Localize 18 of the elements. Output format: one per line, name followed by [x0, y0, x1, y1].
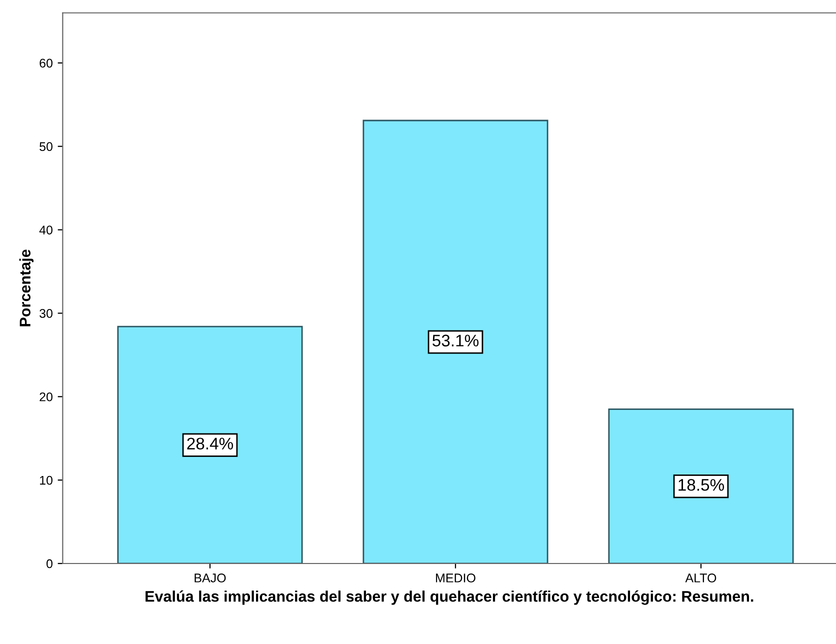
bar: [608, 408, 794, 564]
y-tick-label: 30: [40, 309, 52, 318]
y-tick-label: 10: [40, 476, 52, 485]
x-tick-label: ALTO: [685, 574, 716, 582]
bar: [362, 120, 548, 564]
x-axis-title: Evalúa las implicancias del saber y del quehacer científico y tecnológico: Resumen.: [146, 590, 754, 605]
y-tick-label: 50: [40, 142, 52, 152]
y-tick-label: 40: [39, 226, 52, 234]
y-axis-title: Porcentaje: [19, 250, 34, 326]
y-tick-label: 0: [46, 559, 52, 568]
data-label: 28.4%: [187, 438, 234, 450]
bar: [117, 326, 303, 564]
y-tick-label: 60: [40, 58, 52, 68]
y-tick-label: 20: [40, 392, 52, 402]
data-label: 18.5%: [678, 479, 724, 491]
x-tick-label: BAJO: [194, 574, 226, 582]
data-label: 53.1%: [432, 334, 479, 346]
x-tick-label: MEDIO: [436, 574, 476, 582]
